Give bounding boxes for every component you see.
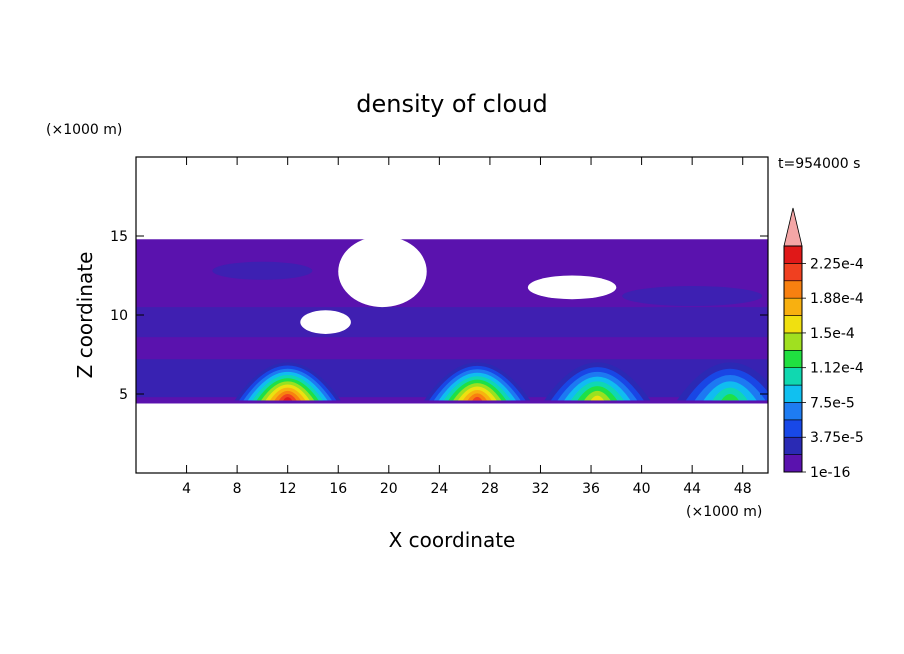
x-tick-label: 40 (633, 481, 651, 497)
x-tick-label: 12 (279, 481, 297, 497)
colorbar-extend-arrow (783, 207, 803, 247)
x-tick-label: 8 (233, 481, 242, 497)
time-label: t=954000 s (778, 156, 860, 172)
colorbar: 1e-16 3.75e-5 7.5e-5 1.12e-4 1.5e-4 1.88e-4 2.… (783, 207, 864, 481)
x-tick-label: 36 (582, 481, 600, 497)
x-axis-label: X coordinate (389, 528, 516, 552)
clear-region (338, 235, 427, 308)
colorbar-swatch (783, 419, 803, 438)
colorbar-swatch (783, 454, 803, 473)
x-tick-label: 48 (734, 481, 752, 497)
x-tick-label: 28 (481, 481, 499, 497)
cloud-band (212, 261, 313, 280)
colorbar-swatch (783, 332, 803, 351)
clear-region (300, 310, 351, 334)
colorbar-label: 1.88e-4 (810, 291, 864, 307)
y-tick-label: 10 (110, 308, 128, 324)
clear-sky-top (136, 157, 768, 240)
colorbar-label: 2.25e-4 (810, 256, 864, 272)
x-tick-label: 24 (430, 481, 448, 497)
colorbar-swatch (783, 402, 803, 421)
y-axis: 5 10 15 (110, 229, 768, 403)
colorbar-swatch (783, 367, 803, 386)
colorbar-swatch (783, 297, 803, 316)
colorbar-label: 3.75e-5 (810, 430, 864, 446)
y-tick-label: 5 (119, 387, 128, 403)
convective-cell (472, 396, 483, 401)
plot-area (136, 157, 768, 404)
y-tick-label: 15 (110, 229, 128, 245)
colorbar-swatch (783, 384, 803, 403)
colorbar-label: 7.5e-5 (810, 395, 855, 411)
x-unit-label: (×1000 m) (686, 504, 762, 520)
convective-cell (590, 395, 604, 401)
x-tick-label: 16 (329, 481, 347, 497)
y-axis-label: Z coordinate (73, 252, 97, 379)
y-unit-label: (×1000 m) (46, 122, 122, 138)
colorbar-swatch (783, 280, 803, 299)
colorbar-swatch (783, 350, 803, 368)
convective-cell (283, 397, 293, 401)
cloud-band (136, 307, 768, 338)
colorbar-label: 1.12e-4 (810, 361, 864, 377)
colorbar-label: 1e-16 (810, 465, 850, 481)
colorbar-swatch (783, 315, 803, 334)
colorbar-frame (783, 245, 803, 473)
colorbar-swatch (783, 245, 803, 264)
x-tick-label: 44 (683, 481, 701, 497)
convective-cell (721, 394, 739, 401)
clear-region (527, 275, 617, 300)
colorbar-label: 1.5e-4 (810, 326, 855, 342)
colorbar-swatch (783, 263, 803, 282)
colorbar-swatch (783, 436, 803, 455)
chart-title: density of cloud (356, 90, 547, 118)
x-tick-label: 4 (182, 481, 191, 497)
x-tick-label: 20 (380, 481, 398, 497)
x-tick-label: 32 (532, 481, 550, 497)
x-axis: 4 8 12 16 20 24 28 32 36 40 44 48 (182, 157, 752, 497)
cloud-band (622, 286, 763, 307)
